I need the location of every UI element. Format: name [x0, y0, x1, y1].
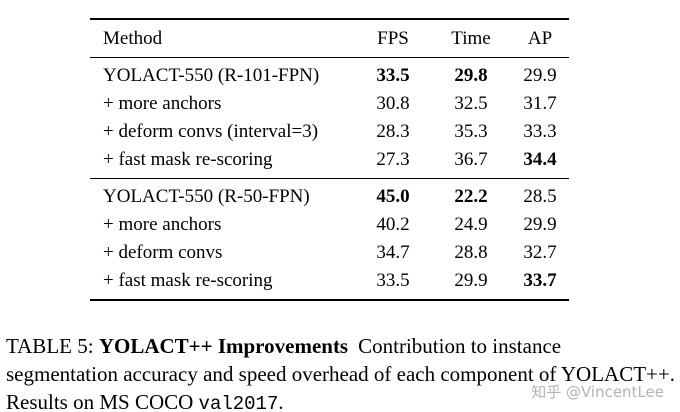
table-row: + more anchors 40.2 24.9 29.9: [90, 211, 569, 239]
ap-cell: 29.9: [523, 65, 557, 86]
table-row: YOLACT-550 (R-101-FPN) 33.5 29.8 29.9: [90, 58, 569, 91]
ap-cell: 29.9: [523, 214, 557, 235]
ap-cell: 32.7: [523, 242, 557, 263]
ap-cell: 34.4: [523, 149, 557, 170]
ap-cell: 28.5: [523, 186, 557, 207]
table-row: + fast mask re-scoring 27.3 36.7 34.4: [90, 146, 569, 179]
ap-cell: 33.7: [523, 270, 557, 291]
table-header: Method FPS Time AP: [90, 19, 569, 58]
time-cell: 36.7: [454, 149, 488, 170]
caption-code: val2017: [198, 392, 279, 412]
header-row: Method FPS Time AP: [90, 19, 569, 58]
watermark: 知乎 @VincentLee: [525, 381, 664, 402]
fps-cell: 30.8: [376, 93, 410, 114]
time-cell: 24.9: [454, 214, 488, 235]
time-cell: 29.9: [454, 270, 488, 291]
method-cell: + more anchors: [103, 93, 222, 114]
fps-cell: 33.5: [376, 65, 410, 86]
table-group-r50: YOLACT-550 (R-50-FPN) 45.0 22.2 28.5 + m…: [90, 179, 569, 300]
method-cell: + fast mask re-scoring: [103, 149, 273, 170]
time-cell: 29.8: [454, 65, 488, 86]
table-row: + more anchors 30.8 32.5 31.7: [90, 90, 569, 118]
table-row: + fast mask re-scoring 33.5 29.9 33.7: [90, 267, 569, 300]
caption-title: YOLACT++ Improvements: [98, 334, 349, 358]
time-cell: 22.2: [454, 186, 488, 207]
time-cell: 35.3: [454, 121, 488, 142]
fps-cell: 40.2: [376, 214, 410, 235]
ap-cell: 31.7: [523, 93, 557, 114]
results-table-container: Method FPS Time AP YOLACT-550 (R-101-FPN…: [90, 18, 569, 301]
header-ap: AP: [527, 28, 553, 49]
ap-cell: 33.3: [523, 121, 557, 142]
table-row: + deform convs (interval=3) 28.3 35.3 33…: [90, 118, 569, 146]
method-cell: YOLACT-550 (R-101-FPN): [103, 65, 320, 86]
header-time: Time: [451, 28, 491, 49]
time-cell: 32.5: [454, 93, 488, 114]
method-cell: + deform convs (interval=3): [103, 121, 319, 142]
table-row: + deform convs 34.7 28.8 32.7: [90, 239, 569, 267]
fps-cell: 34.7: [376, 242, 410, 263]
caption-period: .: [278, 389, 284, 412]
method-cell: + more anchors: [103, 214, 222, 235]
table-group-r101: YOLACT-550 (R-101-FPN) 33.5 29.8 29.9 + …: [90, 58, 569, 179]
fps-cell: 33.5: [376, 270, 410, 291]
table-row: YOLACT-550 (R-50-FPN) 45.0 22.2 28.5: [90, 179, 569, 212]
header-method: Method: [103, 28, 163, 49]
method-cell: + deform convs: [103, 242, 223, 263]
table-caption: TABLE 5: YOLACT++ Improvements Contributi…: [6, 333, 676, 412]
fps-cell: 45.0: [376, 186, 410, 207]
caption-label: TABLE 5:: [6, 334, 94, 358]
header-fps: FPS: [377, 28, 409, 49]
method-cell: YOLACT-550 (R-50-FPN): [103, 186, 310, 207]
fps-cell: 28.3: [376, 121, 410, 142]
time-cell: 28.8: [454, 242, 488, 263]
method-cell: + fast mask re-scoring: [103, 270, 273, 291]
results-table: Method FPS Time AP YOLACT-550 (R-101-FPN…: [90, 18, 569, 301]
fps-cell: 27.3: [376, 149, 410, 170]
